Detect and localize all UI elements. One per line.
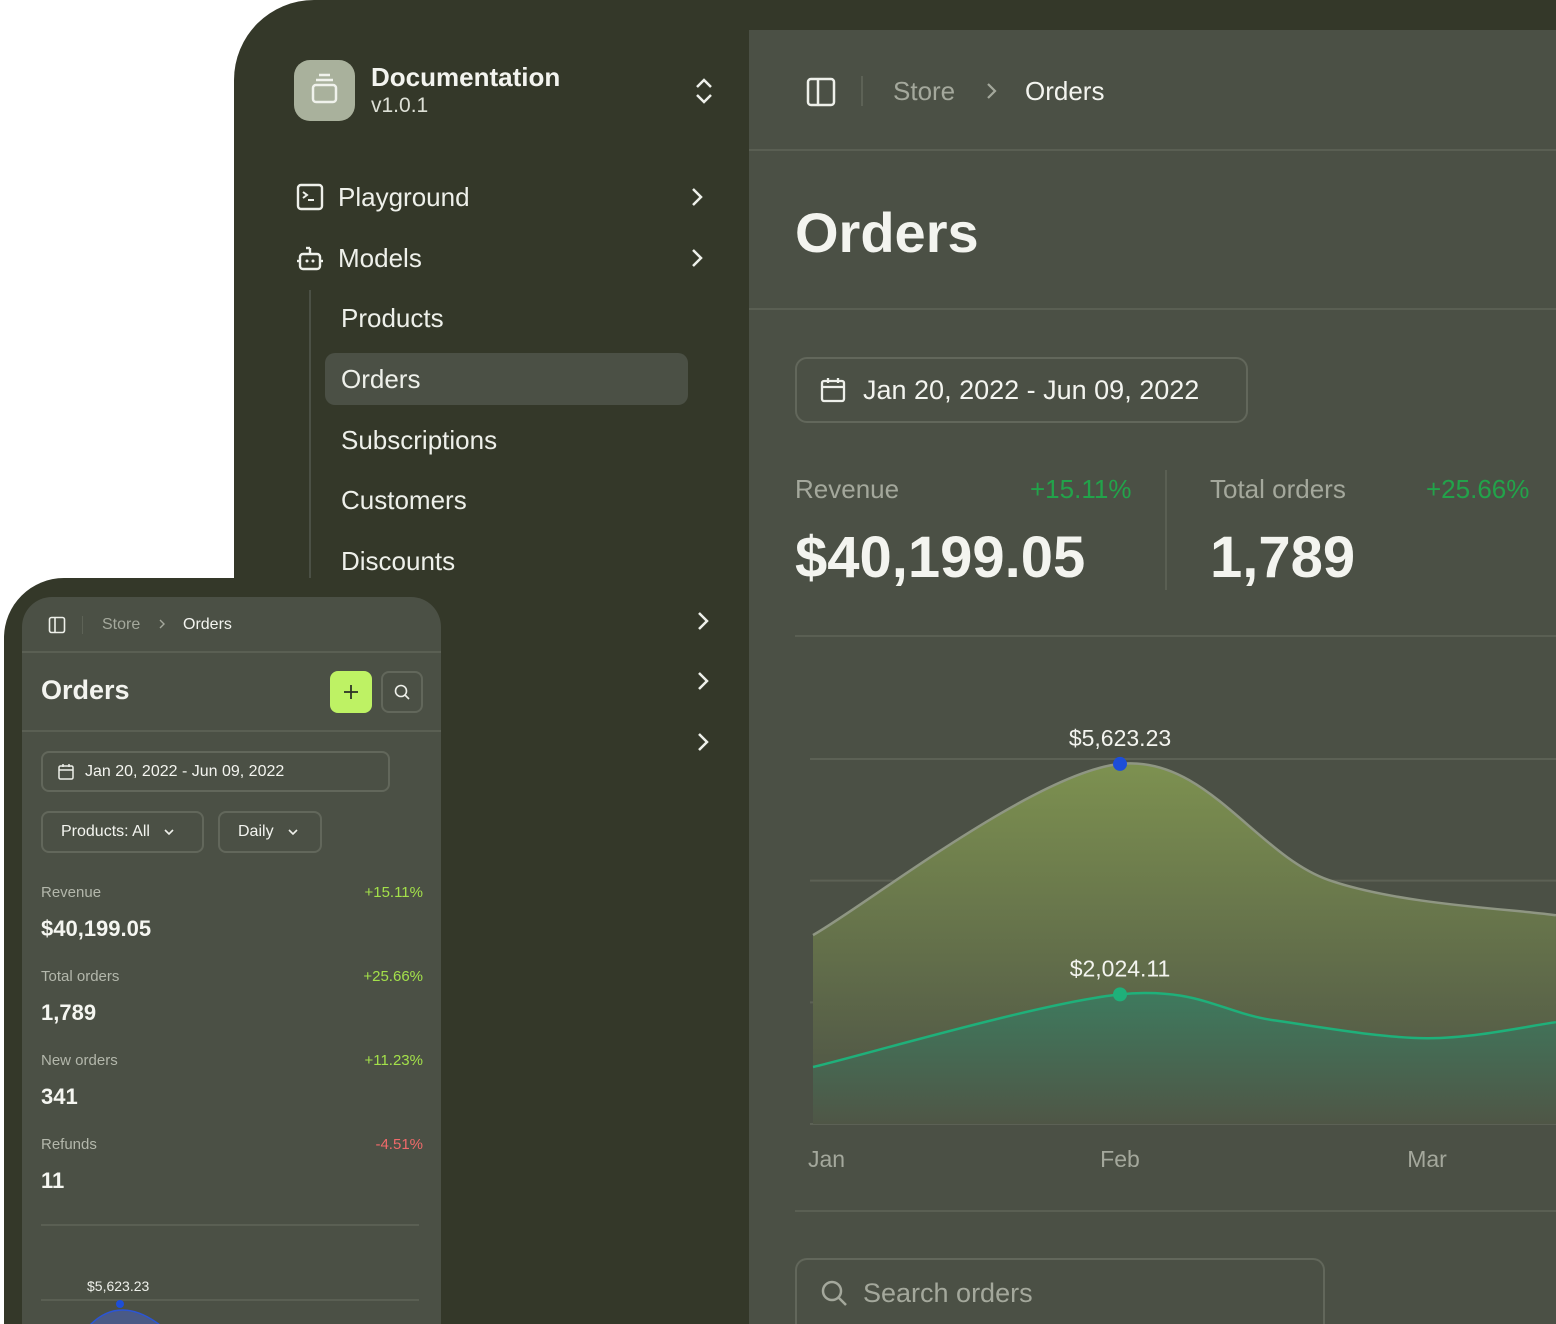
breadcrumb-orders: Orders — [1025, 76, 1105, 106]
bot-icon — [297, 246, 323, 271]
sidebar-subitem-discounts[interactable]: Discounts — [341, 545, 456, 576]
stat-orders-value: 1,789 — [41, 1000, 97, 1025]
interval-value: Daily — [238, 823, 274, 840]
stat-orders-label: Total orders — [41, 968, 120, 985]
stat-orders-label: Total orders — [1210, 474, 1346, 504]
search-orders-input[interactable]: Search orders — [795, 1258, 1325, 1324]
page-title: Orders — [795, 201, 979, 264]
stat-divider — [1165, 470, 1167, 590]
terminal-icon — [296, 183, 324, 211]
stat-orders-value: 1,789 — [1210, 525, 1356, 590]
sidebar-subitem-subscriptions[interactable]: Subscriptions — [341, 424, 498, 455]
chevron-right-icon — [692, 249, 703, 267]
mobile-chart-peak-dot — [116, 1300, 124, 1308]
products-filter-value: Products: All — [61, 823, 150, 840]
search-button[interactable] — [381, 671, 423, 713]
x-tick-label: Feb — [1100, 1146, 1140, 1172]
stat-revenue-value: $40,199.05 — [795, 525, 1086, 590]
sidebar-toggle-icon[interactable] — [806, 77, 836, 107]
mobile-chart-gridline — [41, 1299, 419, 1301]
calendar-icon — [820, 378, 846, 403]
series-line-0 — [812, 762, 1556, 937]
date-range-value: Jan 20, 2022 - Jun 09, 2022 — [85, 762, 285, 780]
date-range-picker[interactable]: Jan 20, 2022 - Jun 09, 2022 — [795, 357, 1248, 423]
stat-revenue-label: Revenue — [41, 884, 102, 901]
stat-revenue-value: $40,199.05 — [41, 916, 152, 941]
stats-divider — [41, 1224, 419, 1226]
date-range-value: Jan 20, 2022 - Jun 09, 2022 — [863, 374, 1200, 405]
plus-icon — [344, 685, 358, 699]
add-order-button[interactable] — [330, 671, 372, 713]
sidebar-item-models[interactable]: Models — [296, 233, 716, 283]
workspace-name: Documentation — [371, 62, 561, 92]
breadcrumb-orders: Orders — [183, 616, 232, 633]
stat-refunds-change: -4.51% — [375, 1136, 423, 1153]
sidebar-toggle-icon[interactable] — [48, 616, 66, 634]
date-range-picker[interactable]: Jan 20, 2022 - Jun 09, 2022 — [41, 751, 390, 792]
chevron-down-icon — [164, 829, 174, 836]
divider — [82, 616, 83, 634]
mobile-chart-area — [89, 1309, 160, 1324]
mobile-content — [22, 597, 441, 1324]
sidebar-item-playground[interactable]: Playground — [296, 172, 716, 222]
breadcrumb-chevron-icon — [159, 619, 165, 629]
series-peak-label-0: $5,623.23 — [1069, 725, 1171, 751]
workspace-version: v1.0.1 — [371, 94, 429, 117]
divider — [861, 76, 863, 106]
title-divider — [22, 730, 441, 732]
series-peak-dot-1 — [1113, 987, 1127, 1002]
chevrons-up-down-icon[interactable] — [692, 76, 716, 106]
stat-new-orders-value: 341 — [41, 1084, 78, 1109]
series-line-1 — [812, 991, 1556, 1069]
mobile-chart — [89, 1300, 160, 1324]
sidebar-item-label: Playground — [338, 181, 470, 212]
mobile-chart-peak-label: $5,623.23 — [87, 1278, 150, 1294]
submenu-guide-line — [309, 290, 311, 578]
breadcrumb-store[interactable]: Store — [893, 76, 956, 106]
chevron-right-icon[interactable] — [690, 668, 716, 694]
chevron-down-icon — [287, 829, 298, 836]
archive-icon — [294, 60, 355, 121]
chevron-right-icon[interactable] — [690, 608, 716, 634]
search-placeholder: Search orders — [863, 1278, 1033, 1308]
workspace-switcher[interactable]: Documentation v1.0.1 — [294, 60, 724, 122]
chevron-right-icon[interactable] — [690, 729, 716, 755]
x-tick-label: Jan — [808, 1146, 845, 1172]
calendar-icon — [58, 763, 74, 780]
stat-revenue-label: Revenue — [795, 474, 900, 504]
stat-new-orders-change: +11.23% — [364, 1052, 423, 1069]
header-divider — [749, 149, 1556, 151]
sidebar-subitem-products[interactable]: Products — [341, 302, 444, 333]
breadcrumb-chevron-icon — [987, 83, 997, 99]
stat-refunds-value: 11 — [41, 1168, 65, 1193]
stat-revenue-change: +15.11% — [364, 884, 423, 901]
stats-divider — [795, 635, 1556, 637]
stat-refunds-label: Refunds — [41, 1136, 97, 1153]
series-peak-label-1: $2,024.11 — [1070, 955, 1171, 981]
series-peak-dot-0 — [1113, 756, 1127, 771]
interval-dropdown[interactable]: Daily — [218, 811, 322, 853]
stat-orders-change: +25.66% — [1426, 474, 1530, 504]
sidebar-item-label: Models — [338, 242, 422, 273]
x-tick-label: Mar — [1407, 1146, 1447, 1172]
sidebar-subitem-customers[interactable]: Customers — [341, 484, 467, 515]
stat-new-orders-label: New orders — [41, 1052, 118, 1069]
breadcrumb-store[interactable]: Store — [102, 616, 141, 633]
search-icon — [821, 1280, 847, 1306]
chart-divider — [795, 1210, 1556, 1212]
stat-revenue-change: +15.11% — [1030, 474, 1132, 504]
title-divider — [749, 308, 1556, 310]
sidebar-subitem-orders[interactable]: Orders — [325, 353, 688, 405]
stat-orders-change: +25.66% — [363, 968, 423, 985]
page-title: Orders — [41, 675, 130, 705]
products-filter-dropdown[interactable]: Products: All — [41, 811, 204, 853]
search-icon — [394, 684, 410, 700]
chevron-right-icon — [692, 188, 703, 206]
header-divider — [22, 651, 441, 653]
orders-chart: $5,623.23 $2,024.11 Jan Feb Mar — [808, 725, 1556, 1172]
series-area-1 — [813, 992, 1556, 1124]
